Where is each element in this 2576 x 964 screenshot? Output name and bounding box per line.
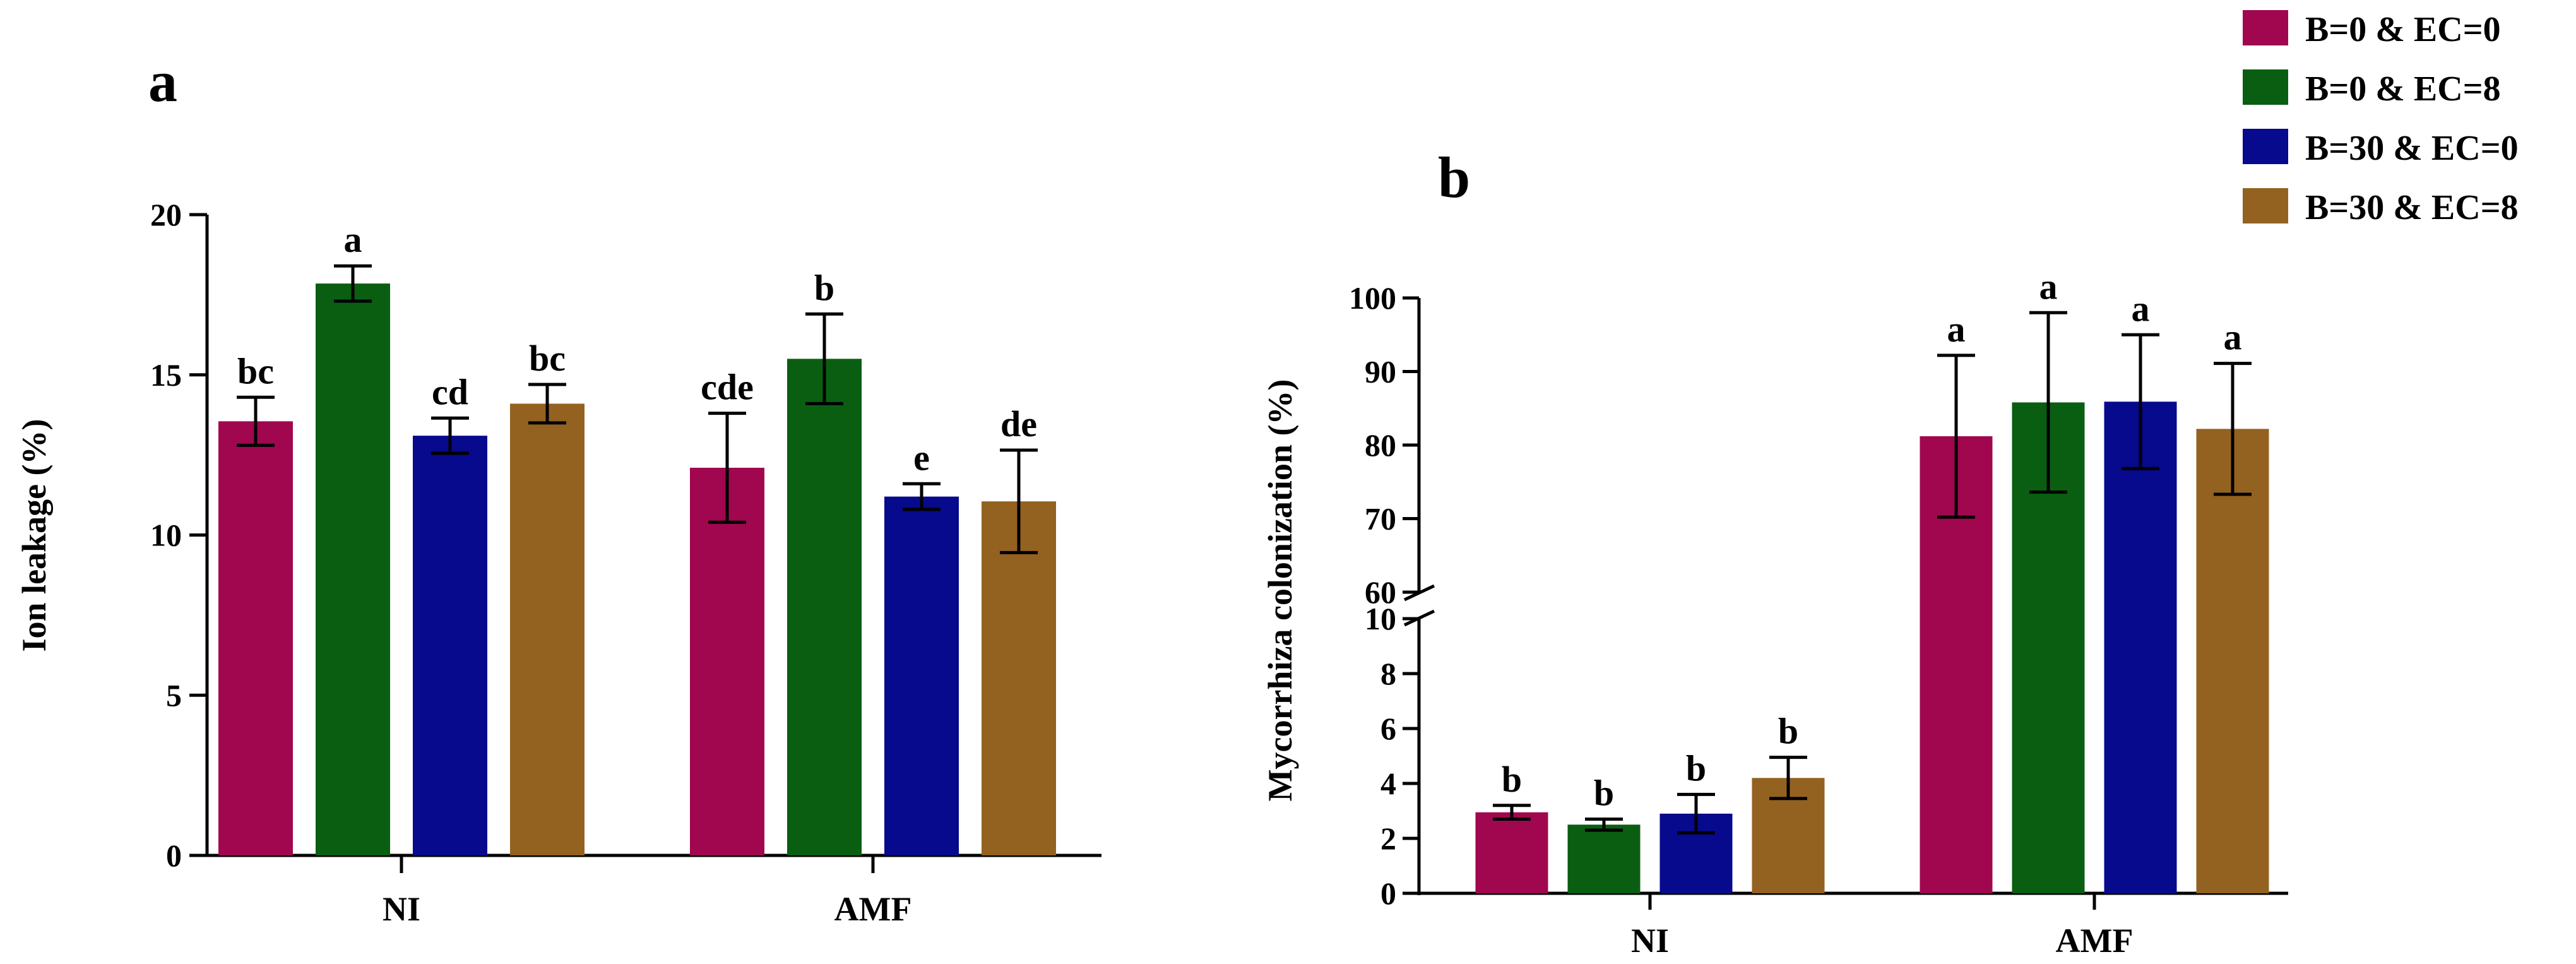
legend-label: B=30 & EC=8 (2305, 188, 2519, 227)
panel-b-y-tick-label: 6 (1380, 711, 1396, 746)
panel-a-bar (787, 359, 862, 855)
panel-a-error-bar (237, 395, 275, 447)
panel-b-letter: b (1438, 145, 1470, 210)
panel-b-y-tick-label: 60 (1365, 574, 1396, 610)
panel-b-bar (1475, 812, 1548, 893)
panel-a-error-bar (708, 412, 746, 524)
legend-swatch (2243, 69, 2288, 105)
panel-b-y-tick-label: 90 (1365, 354, 1396, 390)
panel-a-significance-label: cd (432, 371, 468, 412)
panel-a-significance-label: cde (701, 367, 754, 408)
legend-swatch (2243, 188, 2288, 223)
panel-a-bar (884, 496, 959, 855)
panel-a-error-bar (431, 416, 469, 455)
panel-a-bar (690, 467, 764, 855)
panel-b-significance-label: a (2039, 266, 2058, 307)
panel-b-bar (2104, 402, 2177, 893)
legend-swatch (2243, 10, 2288, 45)
panel-a-x-labels: NI AMF (383, 855, 911, 928)
panel-a-letter: a (148, 49, 177, 114)
legend-label: B=0 & EC=0 (2305, 10, 2501, 49)
panel-a-axes: Ion leakage (%) 0 5 10 15 20 NI AMF (15, 197, 1101, 928)
panel-b-error-bar (1585, 818, 1623, 832)
panel-b-significance-label: a (2224, 317, 2242, 358)
panel-b-y-tick-label: 80 (1365, 427, 1396, 463)
panel-b-significance-label: b (1778, 711, 1798, 752)
panel-a-significance-label: a (344, 219, 362, 260)
legend-label: B=0 & EC=8 (2305, 69, 2501, 109)
panel-a-y-tick-label: 5 (166, 677, 182, 713)
legend: B=0 & EC=0 B=0 & EC=8 B=30 & EC=0 B=30 & EC… (2243, 10, 2519, 227)
panel-b-bars: b a b a b a b a (1475, 266, 2269, 893)
panel-b-error-bar (2029, 311, 2067, 494)
panel-a-significance-label: bc (237, 350, 274, 391)
panel-a-x-tick-label: NI (383, 890, 420, 928)
panel-a-bar (510, 403, 585, 855)
panel-b-significance-label: b (1686, 747, 1706, 788)
panel-b-error-bar (1493, 804, 1531, 821)
panel-b-y-tick-label: 4 (1380, 766, 1396, 801)
legend-label: B=30 & EC=0 (2305, 129, 2519, 168)
panel-a-x-tick-label: AMF (834, 890, 912, 928)
panel-b-axis-break-mark (1403, 584, 1435, 627)
panel-b-error-bar (1677, 792, 1715, 835)
panel-a-y-ticks: 0 5 10 15 20 (150, 197, 207, 873)
panel-b-x-tick-label: AMF (2056, 922, 2134, 960)
panel-a-significance-label: de (1000, 403, 1037, 444)
panel-b-error-bar (1937, 354, 1975, 519)
panel-b-y-tick-label: 0 (1380, 876, 1396, 911)
panel-a-bar (218, 421, 293, 855)
panel-b-y-tick-label: 100 (1349, 280, 1396, 316)
panel-b-x-labels: NI AMF (1631, 893, 2133, 960)
panel-b-error-bar (1769, 756, 1807, 800)
panel-a-error-bar (903, 482, 941, 511)
panel-b-x-tick-label: NI (1631, 922, 1669, 960)
panel-b-y-tick-label: 10 (1365, 601, 1396, 636)
panel-a-error-bar (1000, 448, 1038, 554)
panel-a-significance-label: b (814, 267, 834, 308)
panel-b-y-tick-label: 2 (1380, 821, 1396, 856)
panel-b-bar (2196, 429, 2269, 893)
panel-b-significance-label: a (2132, 288, 2150, 329)
panel-a-y-axis-title: Ion leakage (%) (15, 419, 53, 652)
panel-a-bar (413, 436, 487, 855)
panel-a-y-tick-label: 20 (150, 197, 182, 232)
panel-a-bar (316, 283, 390, 855)
panel-a-bar (982, 501, 1056, 855)
panel-a-significance-label: bc (529, 338, 566, 379)
panel-b-y-tick-label: 8 (1380, 656, 1396, 691)
legend-swatch (2243, 129, 2288, 164)
panel-b-significance-label: b (1594, 773, 1614, 814)
panel-a-y-tick-label: 10 (150, 518, 182, 553)
panel-b-error-bar (2214, 362, 2252, 496)
panel-b-y-axis-title: Mycorrhiza colonization (%) (1261, 379, 1299, 802)
panel-a-y-tick-label: 15 (150, 357, 182, 393)
panel-b-significance-label: b (1502, 759, 1522, 800)
panel-a-y-tick-label: 0 (166, 838, 182, 873)
panel-a-significance-label: e (913, 437, 930, 478)
panel-b-significance-label: a (1947, 309, 1966, 350)
panel-a-error-bar (528, 383, 566, 425)
panel-a-error-bar (805, 312, 843, 405)
panel-b-y-tick-label: 70 (1365, 501, 1396, 537)
panel-b-bar (1567, 824, 1641, 893)
panel-a-error-bar (334, 264, 372, 303)
panel-b-error-bar (2122, 333, 2159, 470)
